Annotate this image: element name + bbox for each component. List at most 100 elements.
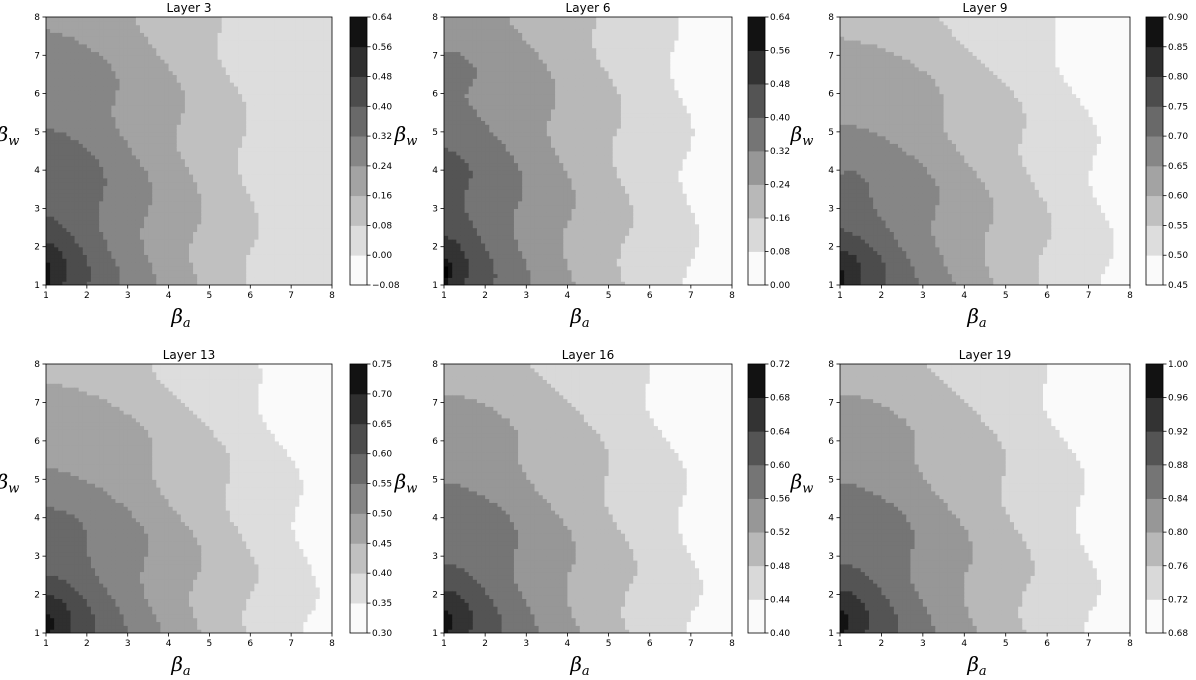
contour-cell: [99, 158, 104, 164]
contour-cell: [107, 185, 112, 190]
contour-cell: [119, 116, 125, 121]
contour-cell: [82, 36, 88, 41]
contour-cell: [74, 62, 80, 68]
contour-cell: [266, 36, 272, 41]
contour-cell: [139, 120, 145, 125]
contour-cell: [254, 135, 260, 141]
contour-cell: [90, 223, 96, 229]
contour-cell: [74, 200, 80, 206]
contour-cell: [135, 105, 141, 110]
contour-cell: [311, 32, 317, 37]
contour-cell: [58, 196, 63, 202]
contour-cell: [319, 269, 325, 275]
contour-cell: [50, 254, 55, 259]
contour-cell: [197, 262, 202, 267]
contour-cell: [95, 47, 100, 53]
contour-cell: [119, 135, 125, 141]
contour-cell: [209, 281, 215, 285]
contour-cell: [123, 89, 129, 95]
contour-cell: [107, 246, 112, 252]
contour-cell: [197, 24, 202, 30]
contour-cell: [50, 17, 55, 22]
contour-cell: [168, 262, 174, 267]
contour-cell: [131, 216, 137, 221]
contour-cell: [184, 51, 190, 56]
contour-cell: [164, 212, 170, 217]
contour-cell: [139, 139, 145, 144]
contour-cell: [184, 254, 190, 259]
contour-cell: [307, 128, 313, 133]
contour-cell: [70, 158, 76, 164]
contour-cell: [111, 242, 117, 248]
contour-cell: [189, 173, 194, 179]
contour-cell: [50, 204, 55, 210]
contour-cell: [201, 39, 206, 45]
contour-cell: [103, 66, 108, 72]
contour-cell: [99, 85, 104, 91]
contour-cell: [242, 70, 247, 76]
contour-cell: [160, 108, 166, 114]
contour-cell: [148, 277, 153, 282]
contour-cell: [303, 101, 309, 106]
contour-cell: [221, 62, 227, 68]
contour-cell: [307, 43, 313, 49]
contour-cell: [156, 74, 161, 79]
contour-cell: [250, 20, 255, 26]
contour-cell: [266, 89, 272, 95]
contour-cell: [327, 66, 332, 72]
contour-cell: [152, 70, 157, 76]
contour-cell: [315, 78, 321, 83]
contour-cell: [160, 147, 166, 152]
contour-cell: [99, 239, 104, 244]
contour-cell: [225, 196, 231, 202]
contour-cell: [95, 59, 100, 64]
contour-cell: [217, 265, 223, 271]
contour-cell: [242, 273, 247, 278]
contour-cell: [62, 170, 68, 175]
contour-cell: [262, 32, 268, 37]
contour-cell: [62, 131, 68, 137]
contour-cell: [107, 66, 112, 72]
contour-cell: [152, 78, 157, 83]
contour-cell: [139, 20, 145, 26]
contour-cell: [74, 124, 80, 129]
contour-cell: [299, 85, 304, 91]
contour-cell: [95, 105, 100, 110]
contour-cell: [127, 216, 133, 221]
contour-cell: [180, 17, 186, 22]
contour-cell: [311, 147, 317, 152]
contour-cell: [164, 239, 170, 244]
contour-cell: [135, 200, 141, 206]
contour-cell: [62, 124, 68, 129]
contour-cell: [160, 97, 166, 102]
contour-cell: [90, 24, 96, 30]
contour-cell: [221, 128, 227, 133]
contour-cell: [193, 158, 198, 164]
contour-cell: [217, 20, 223, 26]
contour-cell: [282, 135, 288, 141]
contour-cell: [193, 66, 198, 72]
contour-cell: [115, 66, 121, 72]
contour-cell: [287, 154, 292, 160]
contour-cell: [315, 231, 321, 236]
contour-cell: [233, 151, 239, 156]
contour-cell: [46, 189, 51, 194]
contour-cell: [144, 154, 149, 160]
contour-cell: [50, 223, 55, 229]
contour-cell: [238, 262, 243, 267]
contour-cell: [266, 277, 272, 282]
contour-cell: [168, 51, 174, 56]
contour-cell: [156, 89, 161, 95]
contour-cell: [291, 227, 296, 232]
contour-cell: [254, 24, 260, 30]
contour-cell: [213, 269, 219, 275]
contour-cell: [307, 189, 313, 194]
contour-cell: [250, 262, 255, 267]
contour-cell: [323, 116, 329, 121]
contour-cell: [282, 36, 288, 41]
contour-cell: [111, 269, 117, 275]
contour-cell: [180, 89, 186, 95]
contour-cell: [254, 55, 260, 60]
contour-cell: [139, 204, 145, 210]
contour-cell: [95, 82, 100, 87]
